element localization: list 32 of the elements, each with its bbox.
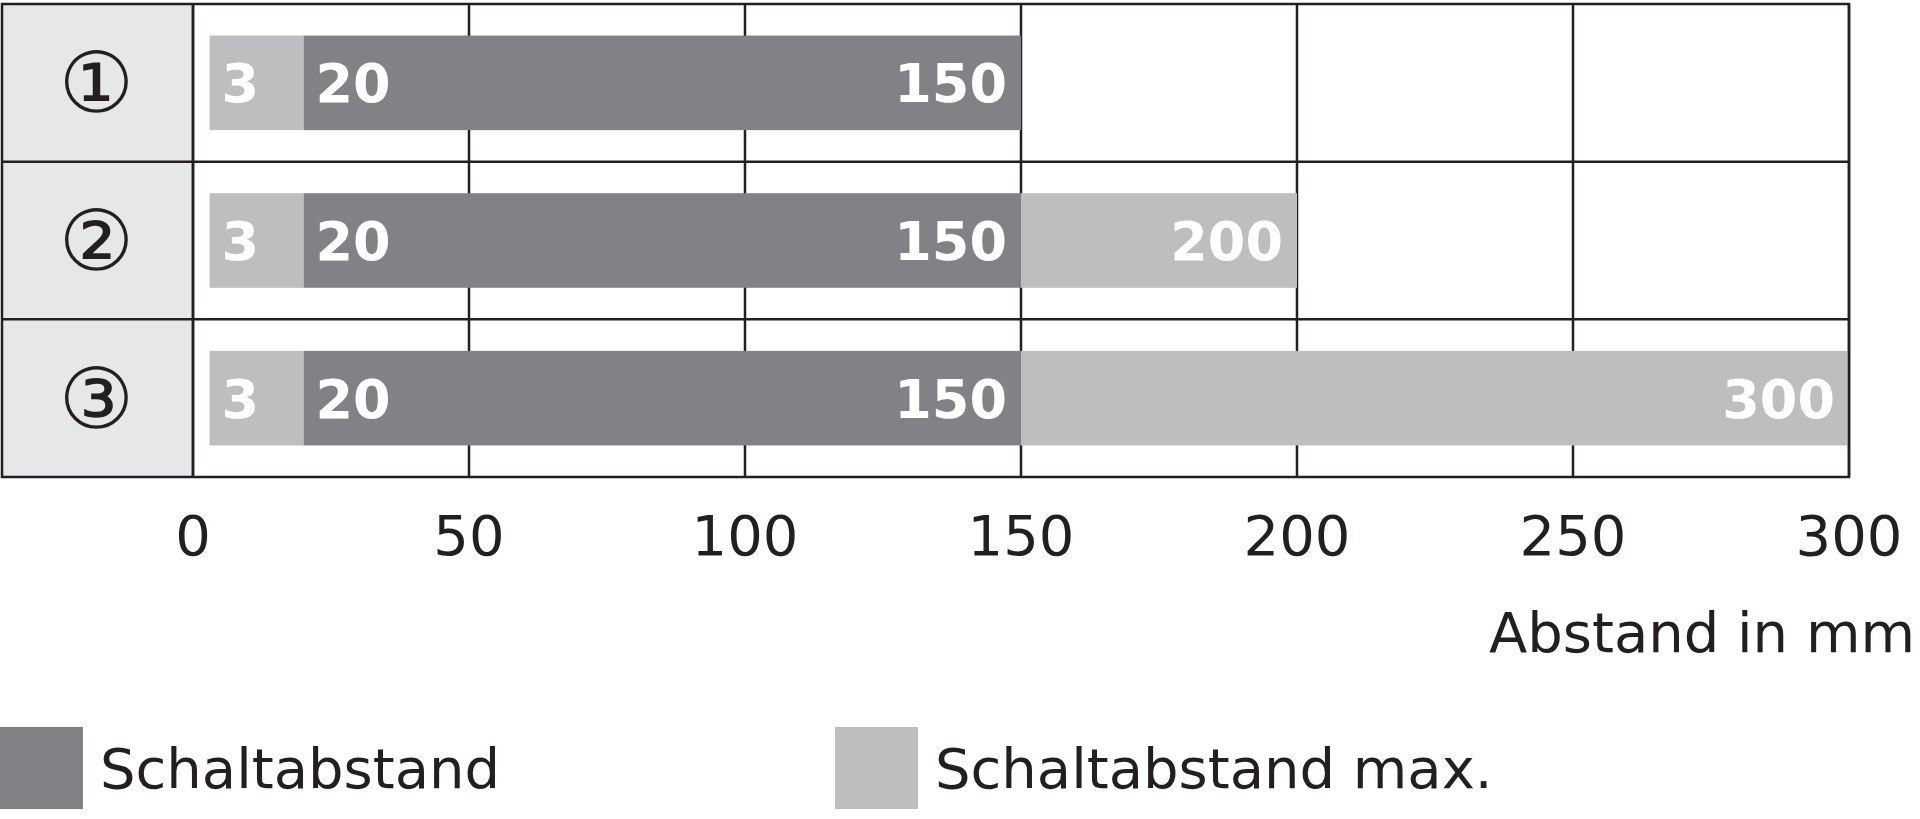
x-tick-label: 0	[175, 503, 211, 568]
annotation: 150	[894, 52, 1007, 116]
x-tick-label: 150	[967, 503, 1075, 568]
y-tick-label: ③	[58, 349, 135, 448]
x-tick-label: 300	[1795, 503, 1903, 568]
annotation: 3	[221, 367, 260, 431]
annotation: 3	[221, 52, 260, 116]
y-tick-label: ②	[58, 191, 135, 290]
bar	[209, 35, 304, 131]
annotation: 200	[1170, 209, 1283, 273]
x-tick-label: 200	[1243, 503, 1351, 568]
bar	[303, 350, 1021, 446]
x-tick-label: 100	[691, 503, 799, 568]
annotation: 20	[315, 367, 391, 431]
x-tick-label: 250	[1519, 503, 1627, 568]
annotation: 300	[1722, 367, 1835, 431]
annotation: 150	[894, 209, 1007, 273]
legend-label: Schaltabstand	[100, 736, 501, 802]
bar	[209, 193, 304, 288]
annotation: 20	[315, 52, 391, 116]
x-axis-title: Abstand in mm	[1488, 600, 1915, 665]
annotation: 150	[894, 367, 1007, 431]
annotation: 20	[315, 209, 391, 273]
bar	[1021, 193, 1297, 288]
legend-label: Schaltabstand max.	[935, 736, 1493, 802]
bar	[209, 350, 304, 446]
bar	[303, 193, 1021, 288]
y-tick-label: ①	[58, 34, 135, 133]
x-tick-label: 50	[433, 503, 505, 568]
bar	[1021, 350, 1849, 446]
annotation: 3	[221, 209, 260, 273]
bar	[303, 35, 1021, 131]
